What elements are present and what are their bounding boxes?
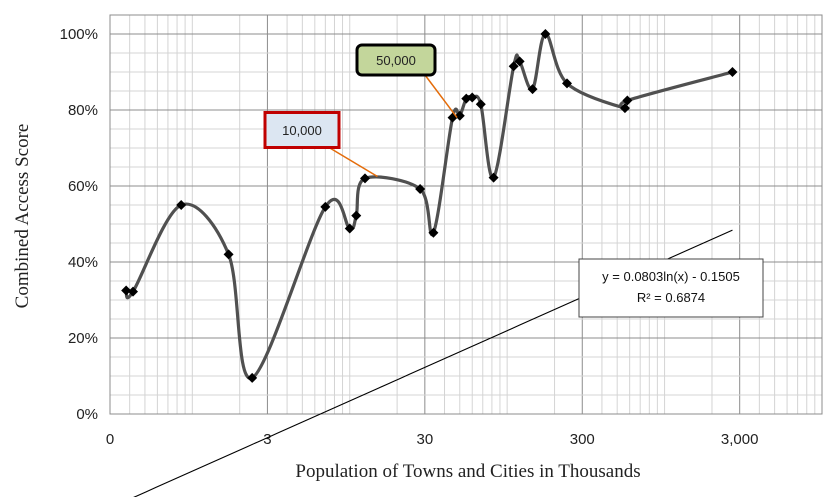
data-point — [514, 56, 525, 67]
data-point — [344, 223, 355, 234]
y-tick-label: 100% — [60, 26, 98, 43]
x-tick-label: 3 — [263, 431, 271, 448]
data-point — [540, 29, 551, 39]
data-point — [415, 184, 426, 195]
x-axis-tick-labels: 0 3 30 300 3,000 — [106, 431, 759, 448]
y-tick-label: 80% — [68, 102, 98, 119]
x-axis-title: Population of Towns and Cities in Thousa… — [295, 461, 640, 482]
data-point — [562, 78, 573, 89]
equation-box-frame — [578, 258, 764, 318]
data-point — [508, 61, 519, 72]
y-tick-label: 0% — [76, 406, 98, 423]
data-point — [454, 110, 465, 121]
annotation-leader-line — [424, 74, 458, 119]
y-tick-label: 20% — [68, 330, 98, 347]
annotation-label: 10,000 — [282, 123, 322, 138]
y-axis-tick-labels: 0% 20% 40% 60% 80% 100% — [60, 26, 98, 423]
annotation-leader-line — [328, 146, 378, 178]
data-point — [247, 372, 258, 383]
data-point — [351, 210, 362, 221]
grid — [109, 15, 822, 414]
data-point — [527, 84, 538, 95]
annotation-box — [263, 111, 341, 149]
plot-area-border — [109, 14, 823, 415]
data-point — [619, 103, 630, 114]
data-point — [128, 286, 139, 297]
data-points — [121, 29, 738, 383]
data-point — [488, 172, 499, 183]
data-point — [121, 285, 132, 296]
annotation-box — [355, 43, 437, 77]
data-point — [467, 92, 478, 103]
x-tick-label: 3,000 — [721, 431, 759, 448]
y-axis-title: Combined Access Score — [12, 124, 33, 309]
x-tick-label: 30 — [416, 431, 433, 448]
data-point — [727, 67, 738, 77]
y-tick-label: 60% — [68, 178, 98, 195]
annotation-label: 50,000 — [376, 53, 416, 68]
trendline-equation: y = 0.0803ln(x) - 0.1505 — [602, 269, 740, 284]
data-point — [320, 201, 331, 212]
annotations: 10,000 50,000 — [263, 43, 458, 178]
x-tick-label: 0 — [106, 431, 114, 448]
data-point — [223, 249, 234, 260]
data-point — [176, 200, 187, 210]
x-tick-label: 300 — [570, 431, 595, 448]
trendline-r-squared: R² = 0.6874 — [637, 290, 705, 305]
y-tick-label: 40% — [68, 254, 98, 271]
data-point — [475, 99, 486, 110]
data-point — [359, 173, 370, 184]
data-point — [428, 227, 439, 238]
data-point — [622, 95, 633, 106]
trendline-equation-box: y = 0.0803ln(x) - 0.1505 R² = 0.6874 — [578, 258, 764, 318]
